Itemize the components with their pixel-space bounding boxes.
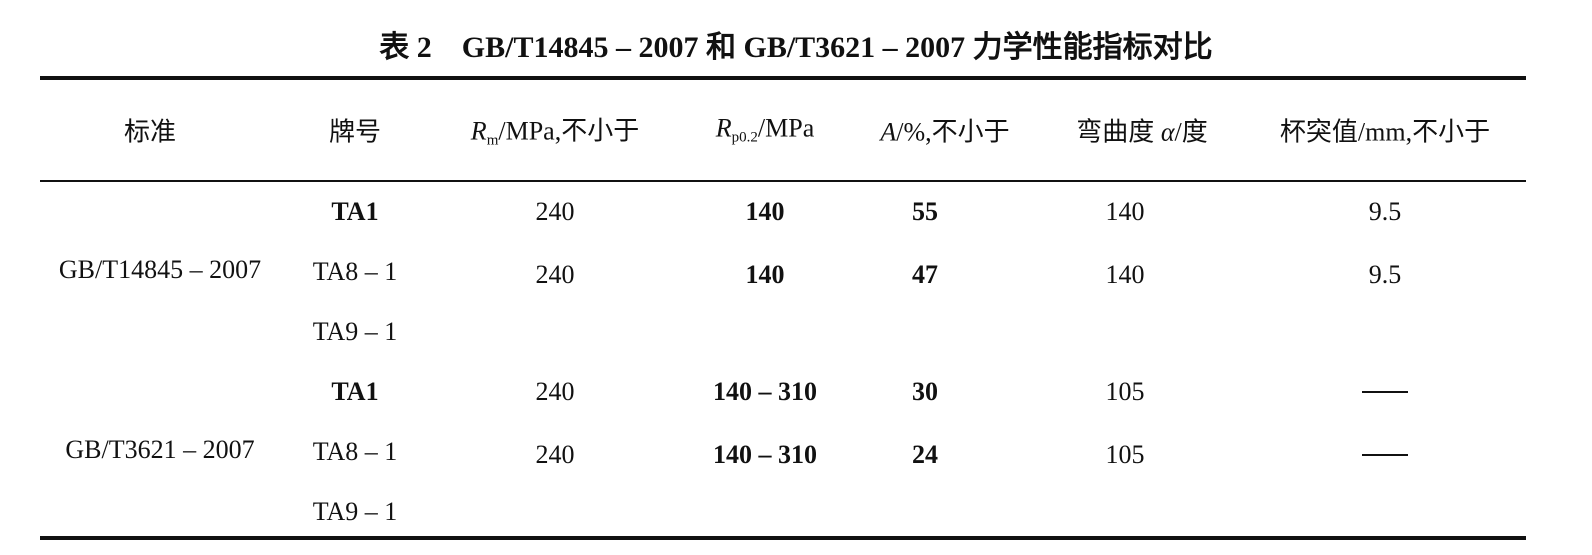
header-cup: 杯突值/mm,不小于	[1279, 117, 1491, 147]
empty-dash: —	[1362, 391, 1408, 393]
rp-cell: 140	[745, 197, 785, 226]
a-cell: 47	[912, 260, 938, 289]
cup-cell: 9.5	[1368, 197, 1402, 226]
rp-subscript: p0.2	[731, 129, 758, 146]
rp-cell: 140 – 310	[713, 440, 817, 469]
rp-symbol: R	[715, 113, 732, 143]
header-standard: 标准	[123, 117, 177, 147]
a-cell: 24	[912, 440, 938, 469]
a-unit: /%,不小于	[896, 117, 1010, 147]
standard-cell: GB/T3621 – 2007	[65, 435, 255, 464]
grade-cell: TA9 – 1	[312, 497, 398, 526]
grade-cell: TA8 – 1	[312, 257, 398, 286]
header-rp: Rp0.2/MPa	[716, 114, 814, 147]
grade-cell: TA1	[331, 377, 379, 406]
rm-cell: 240	[535, 440, 575, 469]
rm-cell: 240	[535, 197, 575, 226]
rp-cell: 140 – 310	[713, 377, 817, 406]
header-rm: Rm/MPa,不小于	[471, 111, 639, 150]
bend-unit: /度	[1174, 117, 1208, 147]
grade-cell: TA1	[331, 197, 379, 226]
header-bend: 弯曲度 α/度	[1076, 112, 1207, 149]
rm-cell: 240	[535, 260, 575, 289]
rm-subscript: m	[486, 132, 499, 149]
rm-symbol: R	[470, 116, 487, 146]
rp-unit: /MPa	[757, 113, 815, 143]
bend-cell: 105	[1105, 440, 1145, 469]
top-rule	[40, 76, 1526, 80]
grade-cell: TA9 – 1	[312, 317, 398, 346]
grade-cell: TA8 – 1	[312, 437, 398, 466]
standard-cell: GB/T14845 – 2007	[58, 255, 262, 284]
table-title: 表 2 GB/T14845 – 2007 和 GB/T3621 – 2007 力…	[379, 31, 1213, 64]
a-cell: 30	[912, 377, 938, 406]
a-cell: 55	[912, 197, 938, 226]
rp-cell: 140	[745, 260, 785, 289]
bend-cell: 140	[1105, 260, 1145, 289]
bottom-rule	[40, 536, 1526, 540]
cup-cell: 9.5	[1368, 260, 1402, 289]
bend-cell: 140	[1105, 197, 1145, 226]
bend-cell: 105	[1105, 377, 1145, 406]
header-elongation: A/%,不小于	[880, 112, 1009, 149]
bend-symbol: α	[1160, 117, 1175, 147]
a-symbol: A	[880, 117, 897, 147]
rm-cell: 240	[535, 377, 575, 406]
header-grade: 牌号	[328, 117, 382, 147]
bend-label: 弯曲度	[1076, 117, 1161, 147]
header-rule	[40, 180, 1526, 182]
empty-dash: —	[1362, 454, 1408, 456]
rm-unit: /MPa,不小于	[498, 116, 640, 146]
